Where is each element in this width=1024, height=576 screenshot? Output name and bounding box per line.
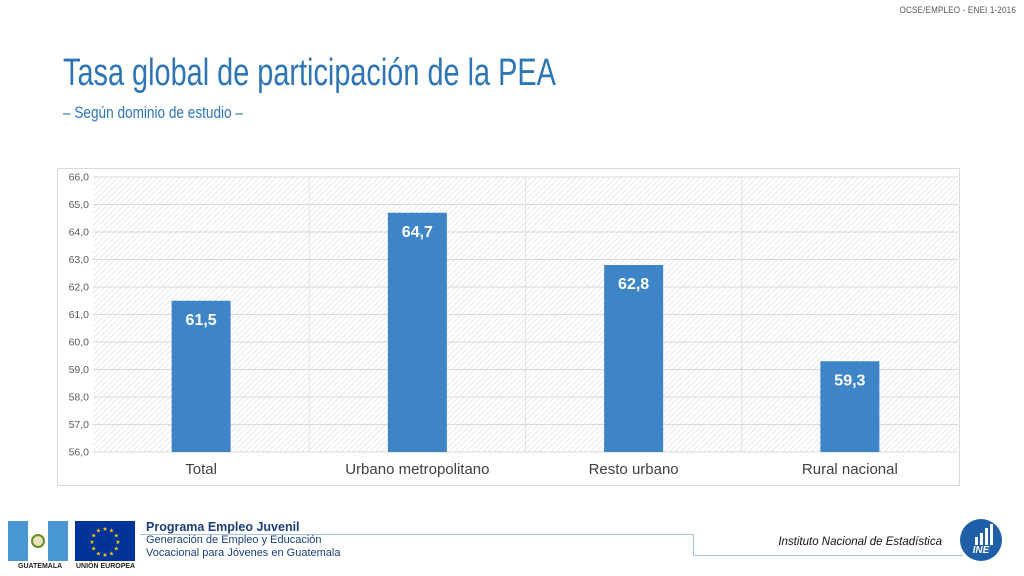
bar-value-label: 59,3	[834, 372, 865, 389]
program-line-2: Vocacional para Jóvenes en Guatemala	[146, 547, 341, 559]
footer-divider-step	[693, 534, 694, 555]
y-tick-label: 60,0	[69, 337, 90, 349]
x-category-label: Resto urbano	[589, 461, 679, 478]
svg-text:★: ★	[89, 539, 94, 546]
svg-text:★: ★	[102, 552, 107, 559]
eu-label: UNIÓN EUROPEA	[76, 563, 136, 570]
svg-text:★: ★	[115, 539, 120, 546]
program-info: Programa Empleo Juvenil Generación de Em…	[146, 520, 340, 560]
x-category-label: Urbano metropolitano	[345, 461, 489, 478]
bar	[820, 361, 880, 452]
svg-text:★: ★	[91, 533, 96, 540]
bar-value-label: 61,5	[186, 312, 217, 329]
footer-divider	[140, 534, 693, 535]
svg-text:★: ★	[96, 550, 101, 557]
y-tick-label: 58,0	[69, 392, 90, 404]
svg-text:★: ★	[114, 546, 119, 553]
chart-frame: 56,0 57,0 58,0 59,0 60,0 61,0 62,0 63,0 64,0 65,0…	[57, 168, 960, 486]
eu-flag-icon: ★ ★ ★ ★ ★ ★ ★ ★ ★ ★ ★ ★	[75, 521, 135, 561]
y-tick-label: 66,0	[69, 172, 90, 184]
institution-name: Instituto Nacional de Estadística	[778, 536, 942, 548]
footer-divider-right	[693, 555, 963, 556]
y-tick-label: 63,0	[69, 254, 90, 266]
bar	[171, 300, 231, 452]
y-tick-label: 59,0	[69, 364, 90, 376]
svg-text:★: ★	[109, 528, 114, 535]
svg-text:★: ★	[109, 550, 114, 557]
y-tick-label: 56,0	[69, 447, 90, 459]
guatemala-label: GUATEMALA	[18, 563, 63, 570]
bar-value-label: 64,7	[402, 224, 433, 241]
y-tick-label: 64,0	[69, 227, 90, 239]
page-title: Tasa global de participación de la PEA	[63, 52, 556, 94]
x-category-label: Total	[185, 461, 217, 478]
bar	[387, 212, 447, 452]
y-tick-label: 61,0	[69, 309, 90, 321]
svg-text:★: ★	[102, 526, 107, 533]
bar	[604, 265, 664, 452]
report-reference: OCSE/EMPLEO - ENEI 1-2016	[899, 5, 1016, 16]
svg-text:★: ★	[96, 528, 101, 535]
ine-logo-icon: INE	[960, 519, 1002, 561]
svg-text:★: ★	[91, 546, 96, 553]
svg-text:★: ★	[114, 533, 119, 540]
program-title: Programa Empleo Juvenil	[146, 520, 300, 534]
ine-logo-text: INE	[972, 545, 990, 556]
page-subtitle: – Según dominio de estudio –	[63, 103, 243, 122]
bar-value-label: 62,8	[618, 276, 649, 293]
bar-chart: 56,0 57,0 58,0 59,0 60,0 61,0 62,0 63,0 64,0 65,0…	[69, 172, 958, 478]
y-tick-label: 65,0	[69, 199, 90, 211]
program-line-1: Generación de Empleo y Educación	[146, 534, 322, 546]
guatemala-flag-icon	[8, 521, 68, 561]
y-tick-label: 57,0	[69, 419, 90, 431]
y-tick-label: 62,0	[69, 282, 90, 294]
x-category-label: Rural nacional	[802, 461, 898, 478]
